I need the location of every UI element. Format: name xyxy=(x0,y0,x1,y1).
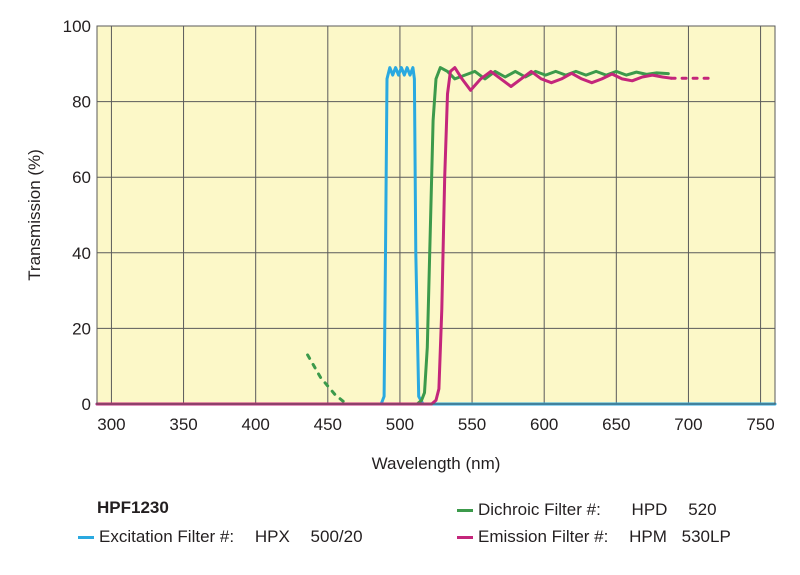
excitation-code: HPX xyxy=(254,527,290,546)
x-tick-label: 500 xyxy=(386,415,414,434)
dichroic-code: HPD xyxy=(631,500,668,519)
y-tick-label: 0 xyxy=(82,395,91,414)
excitation-value: 500/20 xyxy=(310,527,363,546)
excitation-swatch xyxy=(78,536,94,540)
excitation-label: Excitation Filter #: xyxy=(99,527,235,546)
x-axis-ticks: 300 350 400 450 500 550 600 650 700 750 xyxy=(97,415,775,434)
y-axis-ticks: 0 20 40 60 80 100 xyxy=(63,17,91,414)
dichroic-swatch xyxy=(457,509,473,513)
filter-set-id: HPF1230 xyxy=(97,498,169,517)
emission-value: 530LP xyxy=(681,527,731,546)
x-tick-label: 650 xyxy=(602,415,630,434)
legend-item-emission: Emission Filter #: HPM 530LP xyxy=(457,527,731,547)
x-tick-label: 350 xyxy=(169,415,197,434)
x-tick-label: 750 xyxy=(746,415,774,434)
x-tick-label: 600 xyxy=(530,415,558,434)
dichroic-series-line xyxy=(340,66,670,406)
x-tick-label: 300 xyxy=(97,415,125,434)
y-tick-label: 60 xyxy=(72,168,91,187)
emission-label: Emission Filter #: xyxy=(478,527,609,546)
x-tick-label: 700 xyxy=(674,415,702,434)
x-tick-label: 450 xyxy=(314,415,342,434)
transmission-chart: 300 350 400 450 500 550 600 650 700 750 0 20 40 60 80… xyxy=(25,17,777,473)
emission-code: HPM xyxy=(629,527,667,546)
legend-item-excitation: Excitation Filter #: HPX 500/20 xyxy=(78,527,363,547)
y-tick-label: 80 xyxy=(72,93,91,112)
y-axis-title: Transmission (%) xyxy=(25,149,44,281)
excitation-series-line xyxy=(95,66,777,406)
emission-series-line xyxy=(95,66,673,406)
x-axis-title: Wavelength (nm) xyxy=(372,454,501,473)
x-tick-label: 550 xyxy=(458,415,486,434)
y-tick-label: 40 xyxy=(72,244,91,263)
dichroic-value: 520 xyxy=(688,500,717,519)
y-tick-label: 100 xyxy=(63,17,91,36)
legend-item-dichroic: Dichroic Filter #: HPD 520 xyxy=(457,500,717,520)
y-tick-label: 20 xyxy=(72,319,91,338)
dichroic-series-dashed xyxy=(306,353,347,405)
plot-frame xyxy=(96,25,776,405)
emission-swatch xyxy=(457,536,473,540)
x-tick-label: 400 xyxy=(241,415,269,434)
series-lines xyxy=(95,66,777,406)
dichroic-label: Dichroic Filter #: xyxy=(478,500,601,519)
